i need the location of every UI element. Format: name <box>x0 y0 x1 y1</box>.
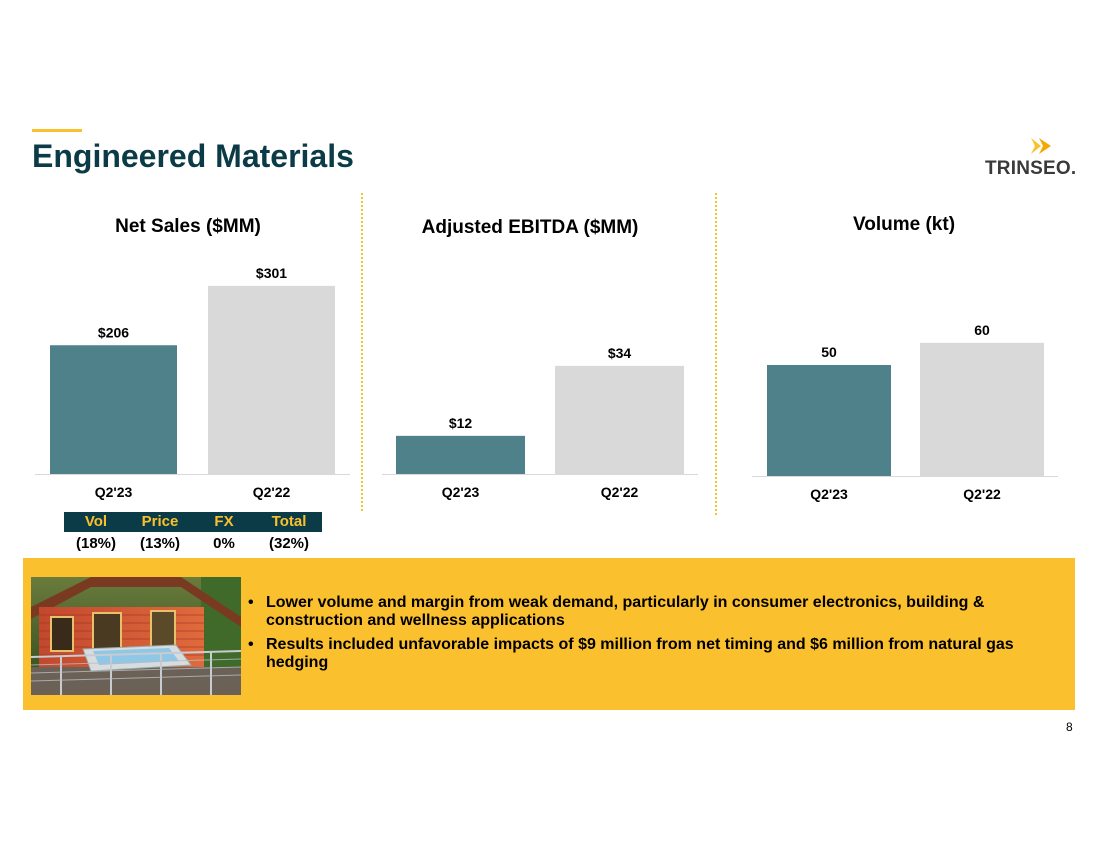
volume-chart-title: Volume (kt) <box>852 214 956 235</box>
logo-wordmark: TRINSEO. <box>985 158 1077 179</box>
logo-arrow-icon <box>1031 138 1051 154</box>
adjusted-ebitda-chart-title: Adjusted EBITDA ($MM) <box>421 217 639 238</box>
net-sales-chart-title: Net Sales ($MM) <box>115 216 261 237</box>
adjusted-ebitda-bar-1 <box>396 435 525 474</box>
title-accent-line <box>32 129 82 132</box>
bullet-dot: • <box>248 594 254 611</box>
highlight-bullet-1: • Lower volume and margin from weak deman… <box>248 594 1068 630</box>
adjusted-ebitda-category-label-2: Q2'22 <box>601 484 639 500</box>
chart-divider-1 <box>361 193 363 511</box>
volume-bar-1 <box>767 365 891 476</box>
bridge-header-vol: Vol <box>84 513 108 530</box>
bridge-header-fx: FX <box>214 513 234 530</box>
bridge-header-price: Price <box>141 513 179 530</box>
bullet-text: Results included unfavorable impacts of … <box>266 636 1014 671</box>
volume-category-label-2: Q2'22 <box>963 486 1001 502</box>
adjusted-ebitda-bar-2 <box>555 365 684 474</box>
net-sales-bar-1 <box>50 345 177 474</box>
trinseo-logo: TRINSEO. <box>985 136 1077 182</box>
chart-divider-2 <box>715 193 717 515</box>
bullet-dot: • <box>248 636 254 653</box>
bridge-value-total: (32%) <box>268 535 310 552</box>
volume-data-label-1: 50 <box>821 344 837 360</box>
highlight-bullet-list: • Lower volume and margin from weak deman… <box>248 594 1068 678</box>
bridge-value-vol: (18%) <box>75 535 117 552</box>
hot-tub-photo <box>31 577 241 695</box>
volume-category-label-1: Q2'23 <box>810 486 848 502</box>
page-number: 8 <box>1066 720 1073 734</box>
highlight-box: • Lower volume and margin from weak deman… <box>23 558 1075 710</box>
net-sales-category-label-2: Q2'22 <box>253 484 291 500</box>
net-sales-data-label-2: $301 <box>256 265 287 281</box>
bridge-value-price: (13%) <box>139 535 181 552</box>
bridge-header-total: Total <box>271 513 307 530</box>
net-sales-bar-2 <box>208 285 335 474</box>
volume-bar-2 <box>920 342 1044 476</box>
bridge-value-fx: 0% <box>213 535 235 552</box>
bridge-header-bar <box>64 512 322 532</box>
adjusted-ebitda-category-label-1: Q2'23 <box>442 484 480 500</box>
bar-charts: $206 Q2'23 $301 Q2'22 $12 Q2'23 $34 Q2'22 50 Q2'2… <box>35 265 1058 502</box>
volume-data-label-2: 60 <box>974 322 990 338</box>
page-title: Engineered Materials <box>32 138 354 174</box>
adjusted-ebitda-data-label-2: $34 <box>608 345 632 361</box>
adjusted-ebitda-data-label-1: $12 <box>449 415 473 431</box>
net-sales-category-label-1: Q2'23 <box>95 484 133 500</box>
net-sales-data-label-1: $206 <box>98 324 129 340</box>
highlight-bullet-2: • Results included unfavorable impacts of… <box>248 636 1068 672</box>
bullet-text: Lower volume and margin from weak demand… <box>266 594 985 629</box>
